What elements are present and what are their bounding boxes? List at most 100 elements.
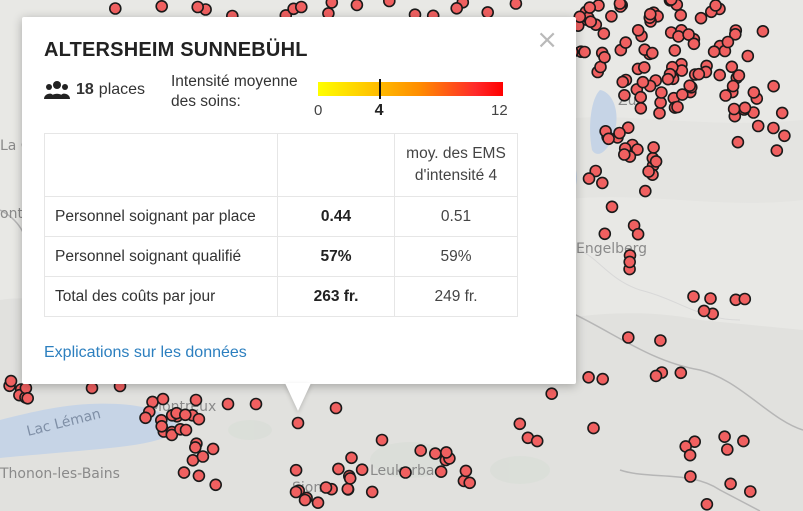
facility-marker[interactable] <box>618 89 631 102</box>
facility-marker[interactable] <box>192 412 206 426</box>
facility-marker[interactable] <box>345 451 358 465</box>
facility-marker[interactable] <box>21 391 35 405</box>
facility-marker[interactable] <box>738 292 752 306</box>
facility-marker[interactable] <box>298 493 312 507</box>
facility-marker[interactable] <box>206 442 220 456</box>
facility-marker[interactable] <box>595 176 609 190</box>
facility-marker[interactable] <box>109 2 122 15</box>
facility-marker[interactable] <box>697 304 711 318</box>
facility-marker[interactable] <box>177 466 191 479</box>
facility-marker[interactable] <box>545 387 559 401</box>
facility-marker[interactable] <box>631 143 644 156</box>
facility-marker[interactable] <box>319 481 333 494</box>
facility-marker[interactable] <box>737 434 750 448</box>
facility-marker[interactable] <box>725 60 739 74</box>
facility-marker[interactable] <box>724 477 737 491</box>
facility-marker[interactable] <box>439 446 453 459</box>
facility-marker[interactable] <box>747 86 761 99</box>
facility-marker[interactable] <box>325 0 339 9</box>
facility-marker[interactable] <box>687 290 700 303</box>
facility-marker[interactable] <box>332 462 345 476</box>
facility-marker[interactable] <box>329 401 343 415</box>
facility-marker[interactable] <box>700 497 714 511</box>
facility-marker[interactable] <box>289 485 303 499</box>
facility-marker[interactable] <box>587 421 600 435</box>
facility-marker[interactable] <box>704 292 717 305</box>
facility-marker[interactable] <box>778 129 791 143</box>
facility-marker[interactable] <box>741 49 755 63</box>
facility-marker[interactable] <box>751 119 765 133</box>
facility-marker[interactable] <box>619 36 633 49</box>
facility-marker[interactable] <box>605 200 619 214</box>
facility-marker[interactable] <box>191 0 204 14</box>
close-button[interactable]: × <box>536 25 558 55</box>
facility-marker[interactable] <box>732 69 746 82</box>
facility-marker[interactable] <box>616 75 630 89</box>
facility-marker[interactable] <box>631 227 645 241</box>
facility-marker[interactable] <box>726 79 740 93</box>
facility-marker[interactable] <box>343 472 357 485</box>
facility-marker[interactable] <box>642 165 655 178</box>
facility-marker[interactable] <box>573 10 587 24</box>
facility-marker[interactable] <box>617 148 631 161</box>
facility-marker[interactable] <box>249 397 263 411</box>
facility-marker[interactable] <box>294 0 308 14</box>
facility-marker[interactable] <box>350 0 364 12</box>
facility-marker[interactable] <box>139 411 152 425</box>
facility-marker[interactable] <box>671 100 684 114</box>
facility-marker[interactable] <box>654 334 667 347</box>
facility-marker[interactable] <box>675 88 689 101</box>
facility-marker[interactable] <box>743 485 757 498</box>
facility-marker[interactable] <box>583 1 597 14</box>
facility-marker[interactable] <box>582 370 595 384</box>
facility-marker[interactable] <box>623 255 637 269</box>
facility-marker[interactable] <box>682 28 695 41</box>
facility-marker[interactable] <box>179 423 193 437</box>
facility-marker[interactable] <box>674 8 688 22</box>
facility-marker[interactable] <box>661 72 675 86</box>
facility-marker[interactable] <box>664 0 678 6</box>
facility-marker[interactable] <box>631 23 645 37</box>
facility-marker[interactable] <box>513 417 527 431</box>
facility-marker[interactable] <box>649 369 663 383</box>
facility-marker[interactable] <box>653 106 666 120</box>
facility-marker[interactable] <box>728 27 742 41</box>
facility-marker[interactable] <box>597 27 611 40</box>
facility-marker[interactable] <box>598 227 612 241</box>
facility-marker[interactable] <box>428 447 442 460</box>
facility-marker[interactable] <box>192 469 206 483</box>
facility-marker[interactable] <box>719 89 732 102</box>
data-explanation-link[interactable]: Explications sur les données <box>44 344 247 361</box>
facility-marker[interactable] <box>596 372 610 386</box>
facility-marker[interactable] <box>165 428 179 442</box>
facility-marker[interactable] <box>643 7 657 21</box>
facility-marker[interactable] <box>19 381 33 395</box>
facility-marker[interactable] <box>613 0 627 10</box>
facility-marker[interactable] <box>4 374 18 388</box>
facility-marker[interactable] <box>450 2 464 15</box>
facility-marker[interactable] <box>709 0 722 12</box>
facility-marker[interactable] <box>509 0 523 10</box>
facility-marker[interactable] <box>365 485 379 499</box>
facility-marker[interactable] <box>672 30 685 43</box>
facility-marker[interactable] <box>654 96 667 109</box>
facility-marker[interactable] <box>355 463 369 477</box>
facility-marker[interactable] <box>668 44 682 57</box>
facility-marker[interactable] <box>638 184 652 198</box>
facility-marker[interactable] <box>683 448 697 462</box>
facility-marker[interactable] <box>645 46 659 60</box>
facility-marker[interactable] <box>684 470 697 483</box>
facility-marker[interactable] <box>375 433 389 447</box>
facility-marker[interactable] <box>189 393 203 407</box>
facility-marker[interactable] <box>209 478 222 492</box>
facility-marker[interactable] <box>718 430 731 444</box>
facility-marker[interactable] <box>692 67 706 81</box>
facility-marker[interactable] <box>770 144 784 157</box>
facility-marker[interactable] <box>602 132 615 146</box>
facility-marker[interactable] <box>775 106 789 120</box>
facility-marker[interactable] <box>179 408 192 422</box>
facility-marker[interactable] <box>756 24 770 38</box>
facility-marker[interactable] <box>341 482 355 496</box>
facility-marker[interactable] <box>649 155 663 168</box>
facility-marker[interactable] <box>767 79 780 93</box>
